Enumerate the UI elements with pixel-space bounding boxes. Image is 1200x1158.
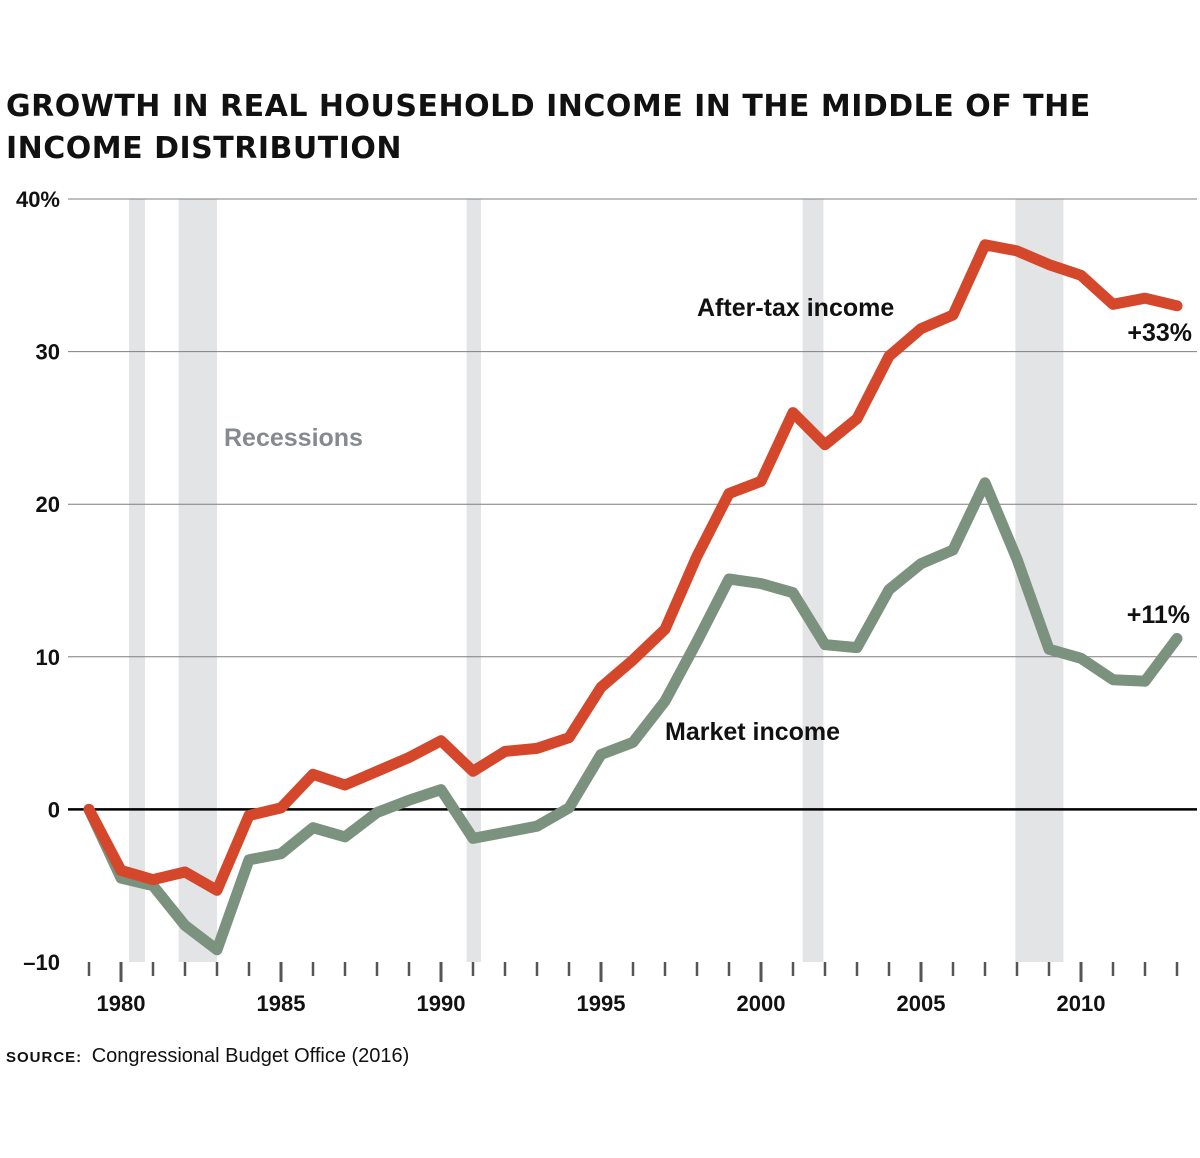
recession-band-2 <box>466 199 481 962</box>
source-note: SOURCE: Congressional Budget Office (201… <box>6 1045 409 1068</box>
annotations: Recessions After-tax income Market incom… <box>224 294 1192 746</box>
y-tick-label: 30 <box>36 340 60 365</box>
after-tax-income-line <box>83 239 1183 896</box>
y-tick-label: 10 <box>36 645 60 670</box>
y-axis-labels: 40% 30 20 10 0 –10 <box>16 187 60 975</box>
recession-bands <box>129 199 1064 962</box>
x-tick-label: 2005 <box>897 991 946 1016</box>
market-income-label: Market income <box>665 718 840 746</box>
source-label: SOURCE: <box>6 1049 83 1066</box>
x-tick-label: 1980 <box>97 991 146 1016</box>
after-tax-end-value-label: +33% <box>1127 319 1192 347</box>
recession-band-0 <box>129 199 145 962</box>
x-tick-label: 1990 <box>417 991 466 1016</box>
y-tick-label: 0 <box>48 797 60 822</box>
recession-band-3 <box>802 199 824 962</box>
y-tick-label: 40% <box>16 187 60 212</box>
x-axis-ticks: 1980 1985 1990 1995 2000 2005 2010 <box>87 962 1179 1016</box>
series-lines <box>83 239 1183 956</box>
x-tick-label: 1985 <box>257 991 306 1016</box>
after-tax-income-label: After-tax income <box>697 294 894 322</box>
recessions-label: Recessions <box>224 424 363 452</box>
recession-band-1 <box>178 199 217 962</box>
market-end-value-label: +11% <box>1127 601 1190 629</box>
chart-title: GROWTH IN REAL HOUSEHOLD INCOME IN THE M… <box>6 89 1091 166</box>
x-tick-label: 1995 <box>577 991 626 1016</box>
x-tick-label: 2010 <box>1057 991 1106 1016</box>
y-tick-label: 20 <box>36 492 60 517</box>
y-tick-label: –10 <box>23 950 60 975</box>
source-text: Congressional Budget Office (2016) <box>91 1045 410 1067</box>
market-income-line <box>83 477 1183 956</box>
x-tick-label: 2000 <box>737 991 786 1016</box>
